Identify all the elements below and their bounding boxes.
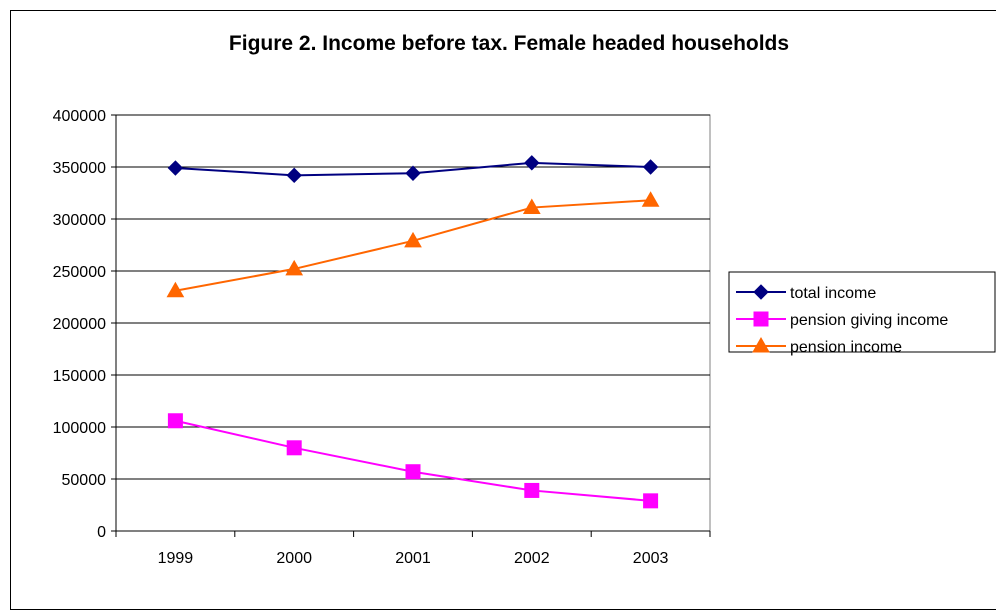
- x-tick-label: 2000: [276, 550, 312, 567]
- data-point: [285, 259, 304, 276]
- y-tick-label: 350000: [53, 160, 106, 177]
- series-pension-income: [166, 191, 660, 298]
- data-point: [167, 160, 184, 176]
- data-point: [524, 482, 540, 498]
- x-tick-label: 2001: [395, 550, 431, 567]
- y-tick-label: 50000: [62, 472, 107, 489]
- data-point: [643, 493, 659, 509]
- data-point: [286, 167, 302, 184]
- legend-marker: [753, 284, 769, 300]
- data-point: [524, 155, 540, 171]
- legend-entry: total income: [736, 284, 876, 302]
- legend: [728, 271, 996, 353]
- data-point: [405, 165, 421, 181]
- legend-entry: pension giving income: [736, 311, 948, 329]
- legend-marker: [753, 311, 769, 327]
- y-tick-label: 0: [97, 524, 106, 541]
- legend-label: total income: [790, 285, 876, 302]
- y-tick-label: 300000: [53, 212, 106, 229]
- data-point: [286, 440, 302, 456]
- legend-label: pension income: [790, 339, 902, 356]
- gridlines: [116, 114, 710, 480]
- chart-title: Figure 2. Income before tax. Female head…: [229, 32, 789, 55]
- y-tick-label: 250000: [53, 264, 106, 281]
- x-tick-label: 1999: [158, 550, 194, 567]
- data-point: [166, 281, 185, 298]
- legend-entry: pension income: [736, 336, 902, 356]
- data-point: [405, 464, 421, 480]
- series-pension-giving-income: [167, 413, 659, 509]
- y-tick-label: 400000: [53, 108, 106, 125]
- data-point: [167, 413, 183, 429]
- x-tick-label: 2003: [633, 550, 669, 567]
- axes: 0 50000 100000 150000 200000 250000 300000 3500…: [53, 108, 711, 567]
- data-point: [404, 231, 422, 248]
- line-chart: Figure 2. Income before tax. Female head…: [53, 32, 996, 567]
- legend-marker: [752, 336, 770, 353]
- data-point: [642, 159, 659, 175]
- legend-entries: total income pension giving income pension…: [736, 284, 948, 356]
- data-point: [522, 198, 541, 215]
- series-group: [166, 155, 660, 509]
- y-tick-label: 100000: [53, 420, 106, 437]
- series-total-income: [167, 155, 659, 184]
- y-tick-label: 150000: [53, 368, 106, 385]
- x-tick-label: 2002: [514, 550, 550, 567]
- data-point: [641, 191, 660, 207]
- legend-label: pension giving income: [790, 312, 948, 329]
- y-tick-label: 200000: [53, 316, 106, 333]
